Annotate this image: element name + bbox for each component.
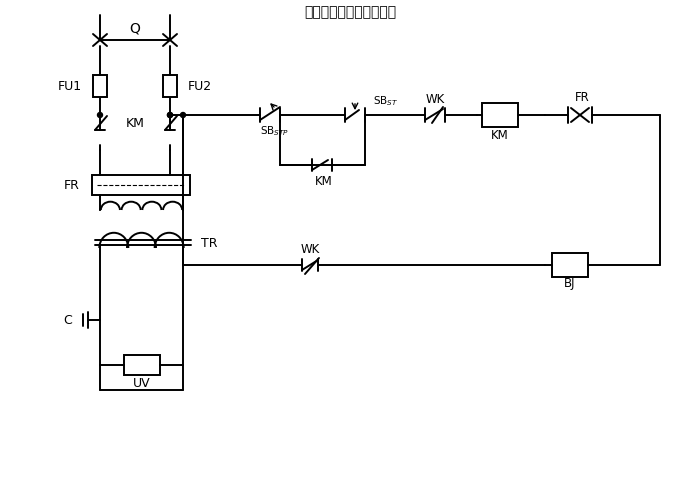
Text: KM: KM xyxy=(491,128,509,142)
Text: TR: TR xyxy=(201,237,218,249)
Text: FU2: FU2 xyxy=(188,79,212,93)
Text: Q: Q xyxy=(130,21,141,35)
Bar xyxy=(123,355,160,375)
Circle shape xyxy=(167,113,172,118)
Text: SB$_{ST}$: SB$_{ST}$ xyxy=(373,94,398,108)
Bar xyxy=(163,75,177,97)
Circle shape xyxy=(97,113,102,118)
Bar xyxy=(552,253,588,277)
Text: WK: WK xyxy=(300,243,320,255)
Bar xyxy=(482,103,518,127)
Text: BJ: BJ xyxy=(564,276,575,290)
Text: FR: FR xyxy=(64,178,80,192)
Bar xyxy=(92,175,190,195)
Circle shape xyxy=(181,113,186,118)
Text: WK: WK xyxy=(426,93,444,105)
Text: KM: KM xyxy=(125,117,144,129)
Text: KM: KM xyxy=(315,174,333,188)
Text: FU1: FU1 xyxy=(58,79,82,93)
Text: FR: FR xyxy=(575,91,589,103)
Text: C: C xyxy=(63,314,72,326)
Bar xyxy=(93,75,107,97)
Text: SB$_{STP}$: SB$_{STP}$ xyxy=(260,124,290,138)
Circle shape xyxy=(167,113,172,118)
Text: 高溫報警、斷電保護電路: 高溫報警、斷電保護電路 xyxy=(304,5,396,19)
Text: UV: UV xyxy=(133,376,150,390)
